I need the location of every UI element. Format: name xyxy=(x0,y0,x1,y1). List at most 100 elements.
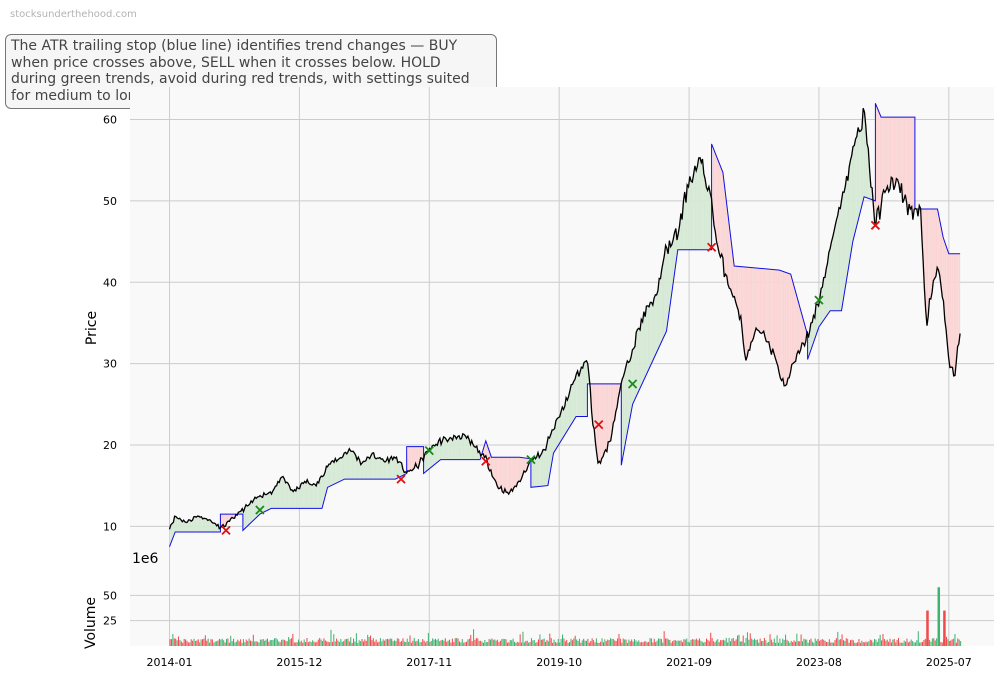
volume-bar xyxy=(265,639,267,646)
volume-bar xyxy=(857,642,859,646)
volume-bar xyxy=(625,639,627,646)
downtrend-fill xyxy=(794,287,796,363)
downtrend-fill xyxy=(881,117,883,207)
x-tick-label: 2021-09 xyxy=(666,656,712,669)
uptrend-fill xyxy=(276,481,278,509)
uptrend-fill xyxy=(654,294,656,358)
volume-bar xyxy=(314,642,316,646)
volume-bar xyxy=(824,640,826,646)
volume-bar xyxy=(796,633,798,646)
downtrend-fill xyxy=(525,457,527,473)
uptrend-fill xyxy=(826,263,828,317)
downtrend-fill xyxy=(749,267,751,351)
volume-bar xyxy=(309,641,311,646)
volume-bar xyxy=(508,642,510,646)
volume-bar xyxy=(419,642,421,646)
volume-bar xyxy=(946,636,948,646)
volume-bar xyxy=(707,639,709,646)
volume-bar xyxy=(425,642,427,646)
volume-bar xyxy=(679,640,681,646)
downtrend-fill xyxy=(724,182,726,277)
volume-bar xyxy=(474,639,476,646)
volume-bar xyxy=(224,642,226,646)
uptrend-fill xyxy=(659,278,661,347)
uptrend-fill xyxy=(566,397,568,433)
volume-bar xyxy=(820,639,822,646)
downtrend-fill xyxy=(508,457,510,495)
volume-bar xyxy=(882,634,884,646)
volume-bar xyxy=(761,641,763,646)
volume-spike-bar xyxy=(937,587,941,646)
uptrend-fill xyxy=(655,294,657,356)
volume-bar xyxy=(361,639,363,646)
volume-bar xyxy=(669,639,671,646)
volume-bar xyxy=(662,642,664,646)
volume-bar xyxy=(838,639,840,646)
downtrend-fill xyxy=(605,383,607,452)
volume-bar xyxy=(178,636,180,646)
uptrend-fill xyxy=(444,437,447,460)
volume-bar xyxy=(262,639,264,646)
uptrend-fill xyxy=(288,483,290,509)
volume-bar xyxy=(463,642,465,646)
uptrend-fill xyxy=(563,406,565,437)
volume-bar xyxy=(830,642,832,646)
uptrend-fill xyxy=(626,360,628,440)
uptrend-fill xyxy=(283,476,285,509)
downtrend-fill xyxy=(757,268,759,331)
uptrend-fill xyxy=(332,460,335,485)
volume-bar xyxy=(546,639,548,646)
uptrend-fill xyxy=(827,252,829,315)
volume-bar xyxy=(485,642,487,646)
volume-bar xyxy=(910,639,912,646)
volume-bar xyxy=(917,631,919,646)
volume-bar xyxy=(334,641,336,646)
volume-bar xyxy=(888,641,890,646)
uptrend-fill xyxy=(335,458,337,484)
uptrend-fill xyxy=(683,191,685,250)
volume-bar xyxy=(213,642,215,646)
volume-bar xyxy=(869,639,871,646)
volume-bar xyxy=(947,639,949,646)
volume-bar xyxy=(326,641,328,646)
volume-bar xyxy=(313,641,315,646)
downtrend-fill xyxy=(745,267,748,361)
volume-bar xyxy=(931,638,933,646)
volume-bar xyxy=(650,638,652,646)
volume-bar xyxy=(193,638,195,646)
downtrend-fill xyxy=(782,271,785,386)
volume-bar xyxy=(634,639,636,646)
downtrend-fill xyxy=(736,266,739,311)
volume-bar xyxy=(487,642,489,646)
volume-bar xyxy=(528,642,530,646)
uptrend-fill xyxy=(643,311,646,380)
uptrend-fill xyxy=(271,491,273,509)
volume-bar xyxy=(818,641,820,646)
volume-bar xyxy=(728,637,730,646)
uptrend-fill xyxy=(183,520,185,533)
uptrend-fill xyxy=(623,371,625,454)
uptrend-fill xyxy=(290,489,292,509)
volume-bar xyxy=(453,642,455,646)
uptrend-fill xyxy=(864,112,866,198)
volume-bar xyxy=(594,642,596,646)
uptrend-fill xyxy=(534,456,536,487)
volume-bar xyxy=(833,642,835,646)
volume-bar xyxy=(677,640,679,646)
uptrend-fill xyxy=(326,466,328,493)
downtrend-fill xyxy=(768,269,771,349)
volume-bar xyxy=(180,641,182,646)
volume-bar xyxy=(721,640,723,646)
volume-bar xyxy=(656,640,658,646)
uptrend-fill xyxy=(475,446,477,460)
volume-bar xyxy=(793,640,795,646)
volume-bar xyxy=(340,638,342,646)
uptrend-fill xyxy=(386,457,388,480)
uptrend-fill xyxy=(451,438,453,460)
downtrend-fill xyxy=(796,296,799,355)
volume-bar xyxy=(923,639,925,646)
volume-bar xyxy=(430,640,432,646)
uptrend-fill xyxy=(295,487,298,509)
volume-bar xyxy=(189,642,191,646)
volume-bar xyxy=(617,638,619,646)
